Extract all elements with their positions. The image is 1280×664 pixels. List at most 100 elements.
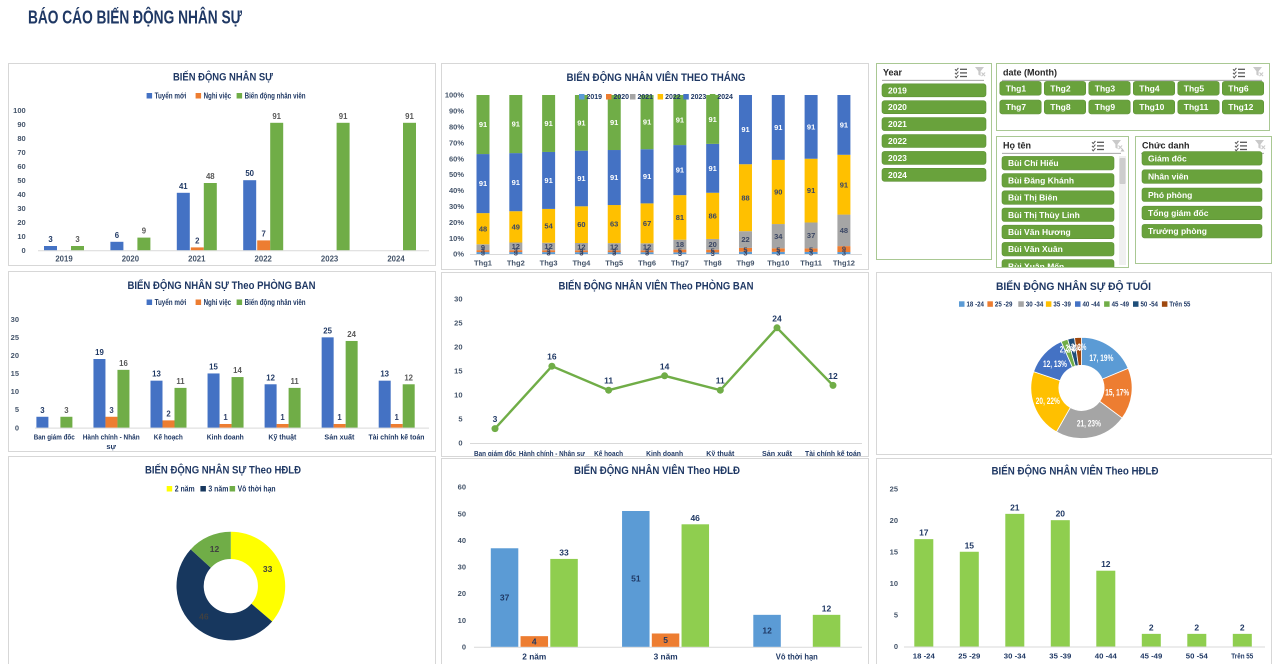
svg-text:17: 17 <box>919 528 929 538</box>
svg-text:Kinh doanh: Kinh doanh <box>646 449 683 456</box>
svg-text:12: 12 <box>512 242 520 251</box>
svg-text:Thg5: Thg5 <box>1184 83 1205 93</box>
svg-text:Tuyển mới: Tuyển mới <box>155 298 187 307</box>
svg-text:20, 22%: 20, 22% <box>1036 396 1060 406</box>
svg-text:3: 3 <box>711 249 715 258</box>
svg-text:20%: 20% <box>449 218 464 227</box>
svg-text:12, 13%: 12, 13% <box>1043 359 1067 369</box>
svg-text:Tài chính kế toán: Tài chính kế toán <box>805 449 861 456</box>
svg-text:19: 19 <box>95 348 104 357</box>
svg-text:91: 91 <box>339 112 348 121</box>
svg-text:3: 3 <box>493 414 498 424</box>
svg-text:60%: 60% <box>449 154 464 163</box>
svg-text:2: 2 <box>1194 622 1199 632</box>
svg-text:3: 3 <box>743 249 747 258</box>
svg-text:Thg1: Thg1 <box>1006 83 1027 93</box>
svg-text:3: 3 <box>547 247 551 256</box>
svg-text:Thg3: Thg3 <box>1095 83 1116 93</box>
svg-text:3: 3 <box>645 247 649 256</box>
svg-text:14: 14 <box>233 366 242 375</box>
svg-text:15: 15 <box>209 362 218 371</box>
svg-text:Tuyển mới: Tuyển mới <box>155 91 187 100</box>
svg-text:Hành chính - Nhân: Hành chính - Nhân <box>83 433 140 442</box>
svg-text:2: 2 <box>1240 622 1245 632</box>
svg-text:3 năm: 3 năm <box>208 484 228 493</box>
svg-text:2022: 2022 <box>255 255 273 264</box>
svg-text:3 năm: 3 năm <box>654 652 678 661</box>
svg-text:Thg3: Thg3 <box>540 259 558 268</box>
svg-text:50%: 50% <box>449 170 464 179</box>
svg-text:15, 17%: 15, 17% <box>1105 387 1129 397</box>
svg-text:2, 2%: 2, 2% <box>1071 342 1087 352</box>
svg-text:90%: 90% <box>449 107 464 116</box>
svg-text:Thg10: Thg10 <box>767 259 789 268</box>
svg-text:Thg1: Thg1 <box>474 259 492 268</box>
svg-text:Thg4: Thg4 <box>1139 83 1160 93</box>
svg-text:18 -24: 18 -24 <box>913 652 936 661</box>
svg-text:20: 20 <box>17 218 25 227</box>
svg-text:37: 37 <box>500 592 510 602</box>
svg-text:91: 91 <box>643 172 651 181</box>
svg-text:Biến động nhân viên: Biến động nhân viên <box>245 298 306 307</box>
svg-text:10%: 10% <box>449 234 464 243</box>
svg-text:2020: 2020 <box>888 102 907 112</box>
svg-text:3: 3 <box>514 247 518 256</box>
svg-text:46: 46 <box>690 513 700 523</box>
svg-text:40%: 40% <box>449 186 464 195</box>
svg-text:5: 5 <box>743 245 747 254</box>
svg-text:60: 60 <box>17 162 25 171</box>
svg-text:21: 21 <box>1010 502 1020 512</box>
svg-text:2: 2 <box>195 236 200 245</box>
svg-text:2023: 2023 <box>888 153 907 163</box>
svg-text:3: 3 <box>645 249 649 258</box>
svg-text:91: 91 <box>676 116 684 125</box>
svg-text:9: 9 <box>142 227 147 236</box>
svg-text:46: 46 <box>199 611 209 621</box>
svg-text:2024: 2024 <box>387 255 405 264</box>
svg-text:54: 54 <box>544 221 553 230</box>
svg-text:2 năm: 2 năm <box>175 484 195 493</box>
svg-text:15: 15 <box>890 548 898 557</box>
svg-text:30: 30 <box>458 563 466 572</box>
svg-text:34: 34 <box>774 232 783 241</box>
svg-text:91: 91 <box>741 125 749 134</box>
svg-text:18: 18 <box>676 240 684 249</box>
svg-text:15: 15 <box>965 540 975 550</box>
svg-text:10: 10 <box>458 616 466 625</box>
svg-text:81: 81 <box>676 213 684 222</box>
svg-text:25: 25 <box>11 333 19 342</box>
svg-text:2023: 2023 <box>321 255 339 264</box>
svg-text:91: 91 <box>643 118 651 127</box>
svg-text:2024: 2024 <box>717 92 733 101</box>
svg-text:15: 15 <box>454 367 462 376</box>
svg-text:12: 12 <box>210 544 220 554</box>
svg-text:Vô thời hạn: Vô thời hạn <box>776 652 818 661</box>
svg-text:3: 3 <box>40 406 45 415</box>
svg-text:Nghỉ việc: Nghỉ việc <box>204 91 232 100</box>
svg-text:12: 12 <box>610 242 618 251</box>
svg-text:88: 88 <box>741 193 749 202</box>
svg-text:Họ tên: Họ tên <box>1003 141 1031 151</box>
svg-text:Ban giám đốc: Ban giám đốc <box>474 449 516 456</box>
svg-text:86: 86 <box>709 212 717 221</box>
svg-text:Thg9: Thg9 <box>737 259 755 268</box>
svg-text:5: 5 <box>15 405 19 414</box>
svg-text:20: 20 <box>709 240 717 249</box>
svg-text:Tổng giám đốc: Tổng giám đốc <box>1148 208 1209 218</box>
svg-text:50: 50 <box>17 176 25 185</box>
svg-text:100: 100 <box>13 106 26 115</box>
svg-text:1: 1 <box>337 413 342 422</box>
svg-text:Bùi Xuân Mến: Bùi Xuân Mến <box>1008 261 1064 267</box>
svg-text:Tài chính kế toán: Tài chính kế toán <box>369 433 425 442</box>
svg-text:3: 3 <box>678 249 682 258</box>
svg-text:91: 91 <box>807 186 815 195</box>
svg-text:Sản xuất: Sản xuất <box>324 433 354 442</box>
svg-text:2, 2%: 2, 2% <box>1065 343 1081 353</box>
svg-text:2022: 2022 <box>888 136 907 146</box>
svg-text:40 -44: 40 -44 <box>1083 300 1101 309</box>
svg-text:91: 91 <box>512 120 520 129</box>
svg-text:BIẾN ĐỘNG NHÂN VIÊN Theo PHÒNG: BIẾN ĐỘNG NHÂN VIÊN Theo PHÒNG BAN <box>559 280 754 293</box>
svg-text:41: 41 <box>179 182 188 191</box>
svg-text:91: 91 <box>774 123 782 132</box>
svg-text:91: 91 <box>807 123 815 132</box>
